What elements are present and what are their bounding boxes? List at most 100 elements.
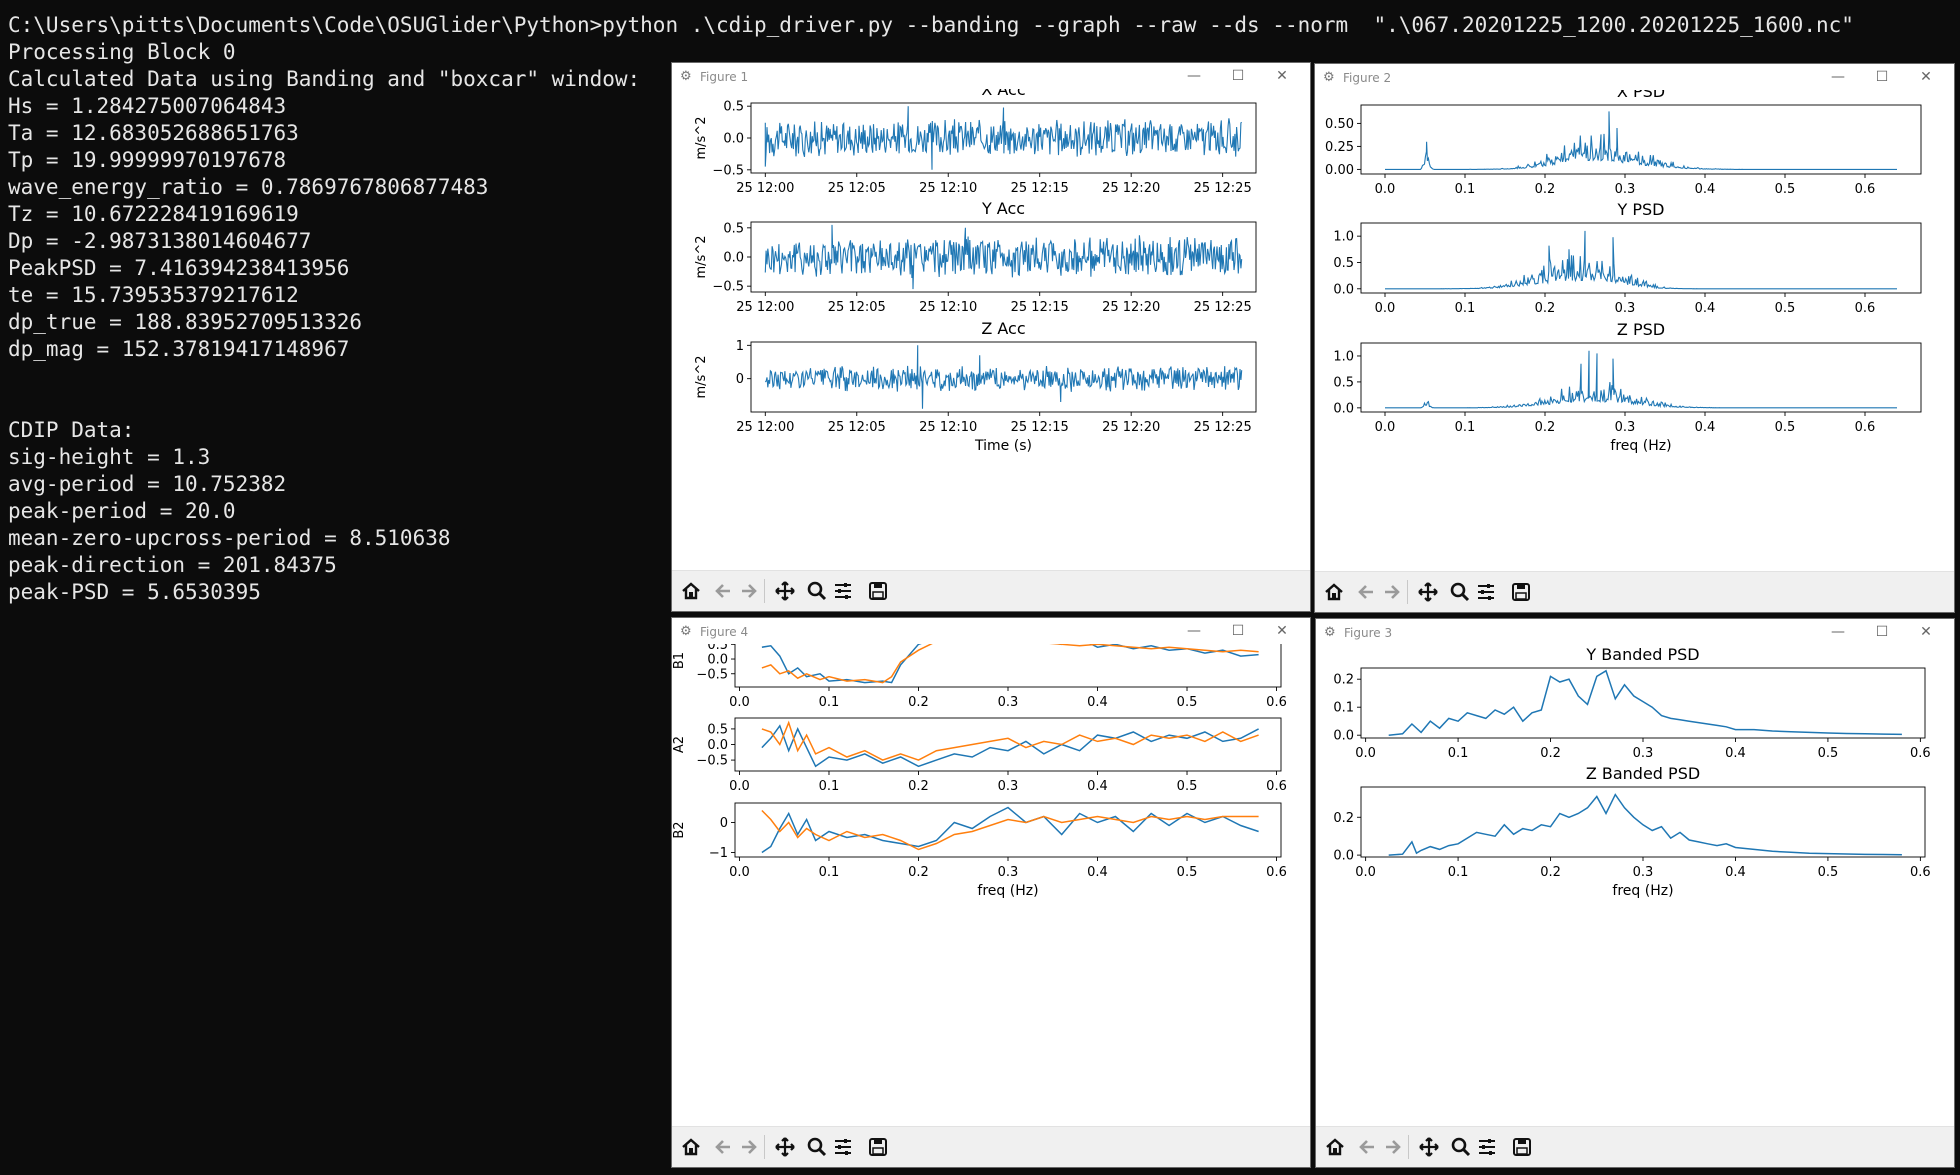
title-bar[interactable]: ⚙ Figure 1 — ☐ ✕: [672, 63, 1310, 89]
forward-arrow-button[interactable]: [735, 1133, 763, 1161]
home-button[interactable]: [677, 1133, 705, 1161]
forward-arrow-icon: [1385, 585, 1400, 599]
x-tick-label: 0.6: [1855, 182, 1876, 197]
figure-1-window[interactable]: ⚙ Figure 1 — ☐ ✕ 25 12:00 25 12:05 25 12:1…: [671, 62, 1311, 612]
x-tick-label: 0.2: [908, 695, 929, 710]
configure-button[interactable]: [829, 577, 857, 605]
series-line-2: [761, 644, 1259, 684]
maximize-button[interactable]: ☐: [1231, 68, 1245, 84]
back-arrow-button[interactable]: [709, 1133, 737, 1161]
close-button[interactable]: ✕: [1920, 69, 1932, 85]
close-button[interactable]: ✕: [1276, 68, 1288, 84]
zoom-button[interactable]: [1446, 578, 1474, 606]
y-tick-label: 0.2: [1333, 673, 1354, 688]
pan-icon: [775, 581, 795, 601]
save-button[interactable]: [1507, 578, 1535, 606]
pan-icon: [1418, 582, 1438, 602]
back-arrow-icon: [1358, 585, 1373, 599]
configure-icon: [1479, 1139, 1495, 1155]
chart-title: X Acc: [981, 89, 1025, 99]
figure-4-window[interactable]: ⚙ Figure 4 — ☐ ✕ 0.0 0.1 0.2 0.3 0.4 0.5 0.6 −0…: [671, 617, 1311, 1168]
window-title: Figure 3: [1344, 626, 1393, 640]
axes-frame: [1360, 222, 1922, 294]
zoom-button[interactable]: [1447, 1133, 1475, 1161]
x-tick-label: 25 12:15: [1011, 300, 1069, 315]
back-arrow-button[interactable]: [1352, 578, 1380, 606]
figure-3-window[interactable]: ⚙ Figure 3 — ☐ ✕ 0.0 0.1 0.2 0.3 0.4 0.5 0.6 0.…: [1315, 618, 1955, 1168]
figure-3-canvas[interactable]: 0.00.10.20.30.40.50.60.000.050.10X Bande…: [1316, 645, 1955, 1129]
x-tick-label: 25 12:25: [1194, 300, 1252, 315]
x-axis-label: Time (s): [974, 438, 1032, 454]
forward-arrow-button[interactable]: [1378, 578, 1406, 606]
pan-button[interactable]: [1415, 1133, 1443, 1161]
y-tick-label: 0.5: [707, 722, 728, 737]
x-tick-label: 0.6: [1266, 695, 1287, 710]
figure-4-canvas[interactable]: 0.00.10.20.30.40.50.6−0.50.00.5Direction…: [672, 644, 1311, 1129]
y-axis-label: B1: [672, 652, 687, 669]
maximize-button[interactable]: ☐: [1875, 69, 1889, 85]
y-axis-label: m/s^2: [694, 356, 709, 399]
pan-button[interactable]: [771, 577, 799, 605]
axes-frame: [1360, 104, 1922, 175]
figure-2-canvas[interactable]: 0.0 0.1 0.2 0.3 0.4 0.5 0.60.000.250.50X PSD0.…: [1315, 90, 1955, 574]
close-button[interactable]: ✕: [1276, 623, 1288, 639]
x-tick-label: 0.1: [1455, 301, 1476, 316]
x-tick-label: 0.0: [729, 865, 750, 880]
home-icon: [682, 1138, 700, 1156]
title-bar[interactable]: ⚙ Figure 4 — ☐ ✕: [672, 618, 1310, 644]
toolbar-separator: [1408, 1135, 1409, 1159]
maximize-button[interactable]: ☐: [1231, 623, 1245, 639]
home-button[interactable]: [1321, 1133, 1349, 1161]
title-bar[interactable]: ⚙ Figure 3 — ☐ ✕: [1316, 619, 1954, 645]
y-tick-label: 0.0: [707, 653, 728, 668]
save-button[interactable]: [864, 1133, 892, 1161]
save-button[interactable]: [1508, 1133, 1536, 1161]
figure-1-canvas[interactable]: 25 12:00 25 12:05 25 12:10 25 12:15 25 12:20…: [672, 89, 1311, 573]
home-button[interactable]: [677, 577, 705, 605]
close-button[interactable]: ✕: [1920, 624, 1932, 640]
x-tick-label: 0.5: [1775, 420, 1796, 435]
maximize-button[interactable]: ☐: [1875, 624, 1889, 640]
minimize-button[interactable]: —: [1831, 624, 1845, 640]
x-tick-label: 0.3: [998, 865, 1019, 880]
terminal-line: dp_mag = 152.37819417148967: [8, 337, 350, 361]
x-tick-label: 0.1: [1448, 865, 1469, 880]
back-arrow-button[interactable]: [709, 577, 737, 605]
forward-arrow-button[interactable]: [735, 577, 763, 605]
configure-button[interactable]: [1473, 1133, 1501, 1161]
series-line-1: [1388, 669, 1902, 736]
x-tick-label: 0.1: [1455, 420, 1476, 435]
terminal-line: mean-zero-upcross-period = 8.510638: [8, 526, 451, 550]
back-arrow-button[interactable]: [1353, 1133, 1381, 1161]
chart-title: Z Banded PSD: [1586, 764, 1700, 783]
x-tick-label: 0.2: [1535, 420, 1556, 435]
x-axis-label: freq (Hz): [1610, 438, 1671, 454]
configure-icon: [1478, 584, 1494, 600]
matplotlib-logo-icon: ⚙: [1324, 625, 1336, 640]
figure-2-window[interactable]: ⚙ Figure 2 — ☐ ✕ 0.0 0.1 0.2 0.3 0.4 0.5 0.6 0.…: [1314, 63, 1955, 613]
y-tick-label: 1.0: [1333, 349, 1354, 364]
minimize-button[interactable]: —: [1831, 69, 1845, 85]
x-tick-label: 0.5: [1177, 779, 1198, 794]
y-tick-label: 0.5: [707, 644, 728, 653]
zoom-icon: [1451, 1137, 1471, 1157]
save-button[interactable]: [864, 577, 892, 605]
minimize-button[interactable]: —: [1187, 623, 1201, 639]
pan-button[interactable]: [1414, 578, 1442, 606]
window-title: Figure 2: [1343, 71, 1392, 85]
zoom-button[interactable]: [803, 577, 831, 605]
configure-button[interactable]: [829, 1133, 857, 1161]
axes-frame: [1360, 667, 1926, 739]
y-tick-label: −0.5: [696, 754, 728, 769]
y-tick-label: −1: [709, 846, 728, 861]
pan-button[interactable]: [771, 1133, 799, 1161]
chart-axes: 0.0 0.1 0.2 0.3 0.4 0.5 0.6 0.0 0.5 1.0 Z PSD freq …: [1333, 320, 1922, 454]
forward-arrow-button[interactable]: [1379, 1133, 1407, 1161]
configure-button[interactable]: [1472, 578, 1500, 606]
minimize-button[interactable]: —: [1187, 68, 1201, 84]
x-tick-label: 0.1: [1455, 182, 1476, 197]
zoom-button[interactable]: [803, 1133, 831, 1161]
series-line-2: [761, 809, 1259, 851]
home-button[interactable]: [1320, 578, 1348, 606]
title-bar[interactable]: ⚙ Figure 2 — ☐ ✕: [1315, 64, 1954, 90]
